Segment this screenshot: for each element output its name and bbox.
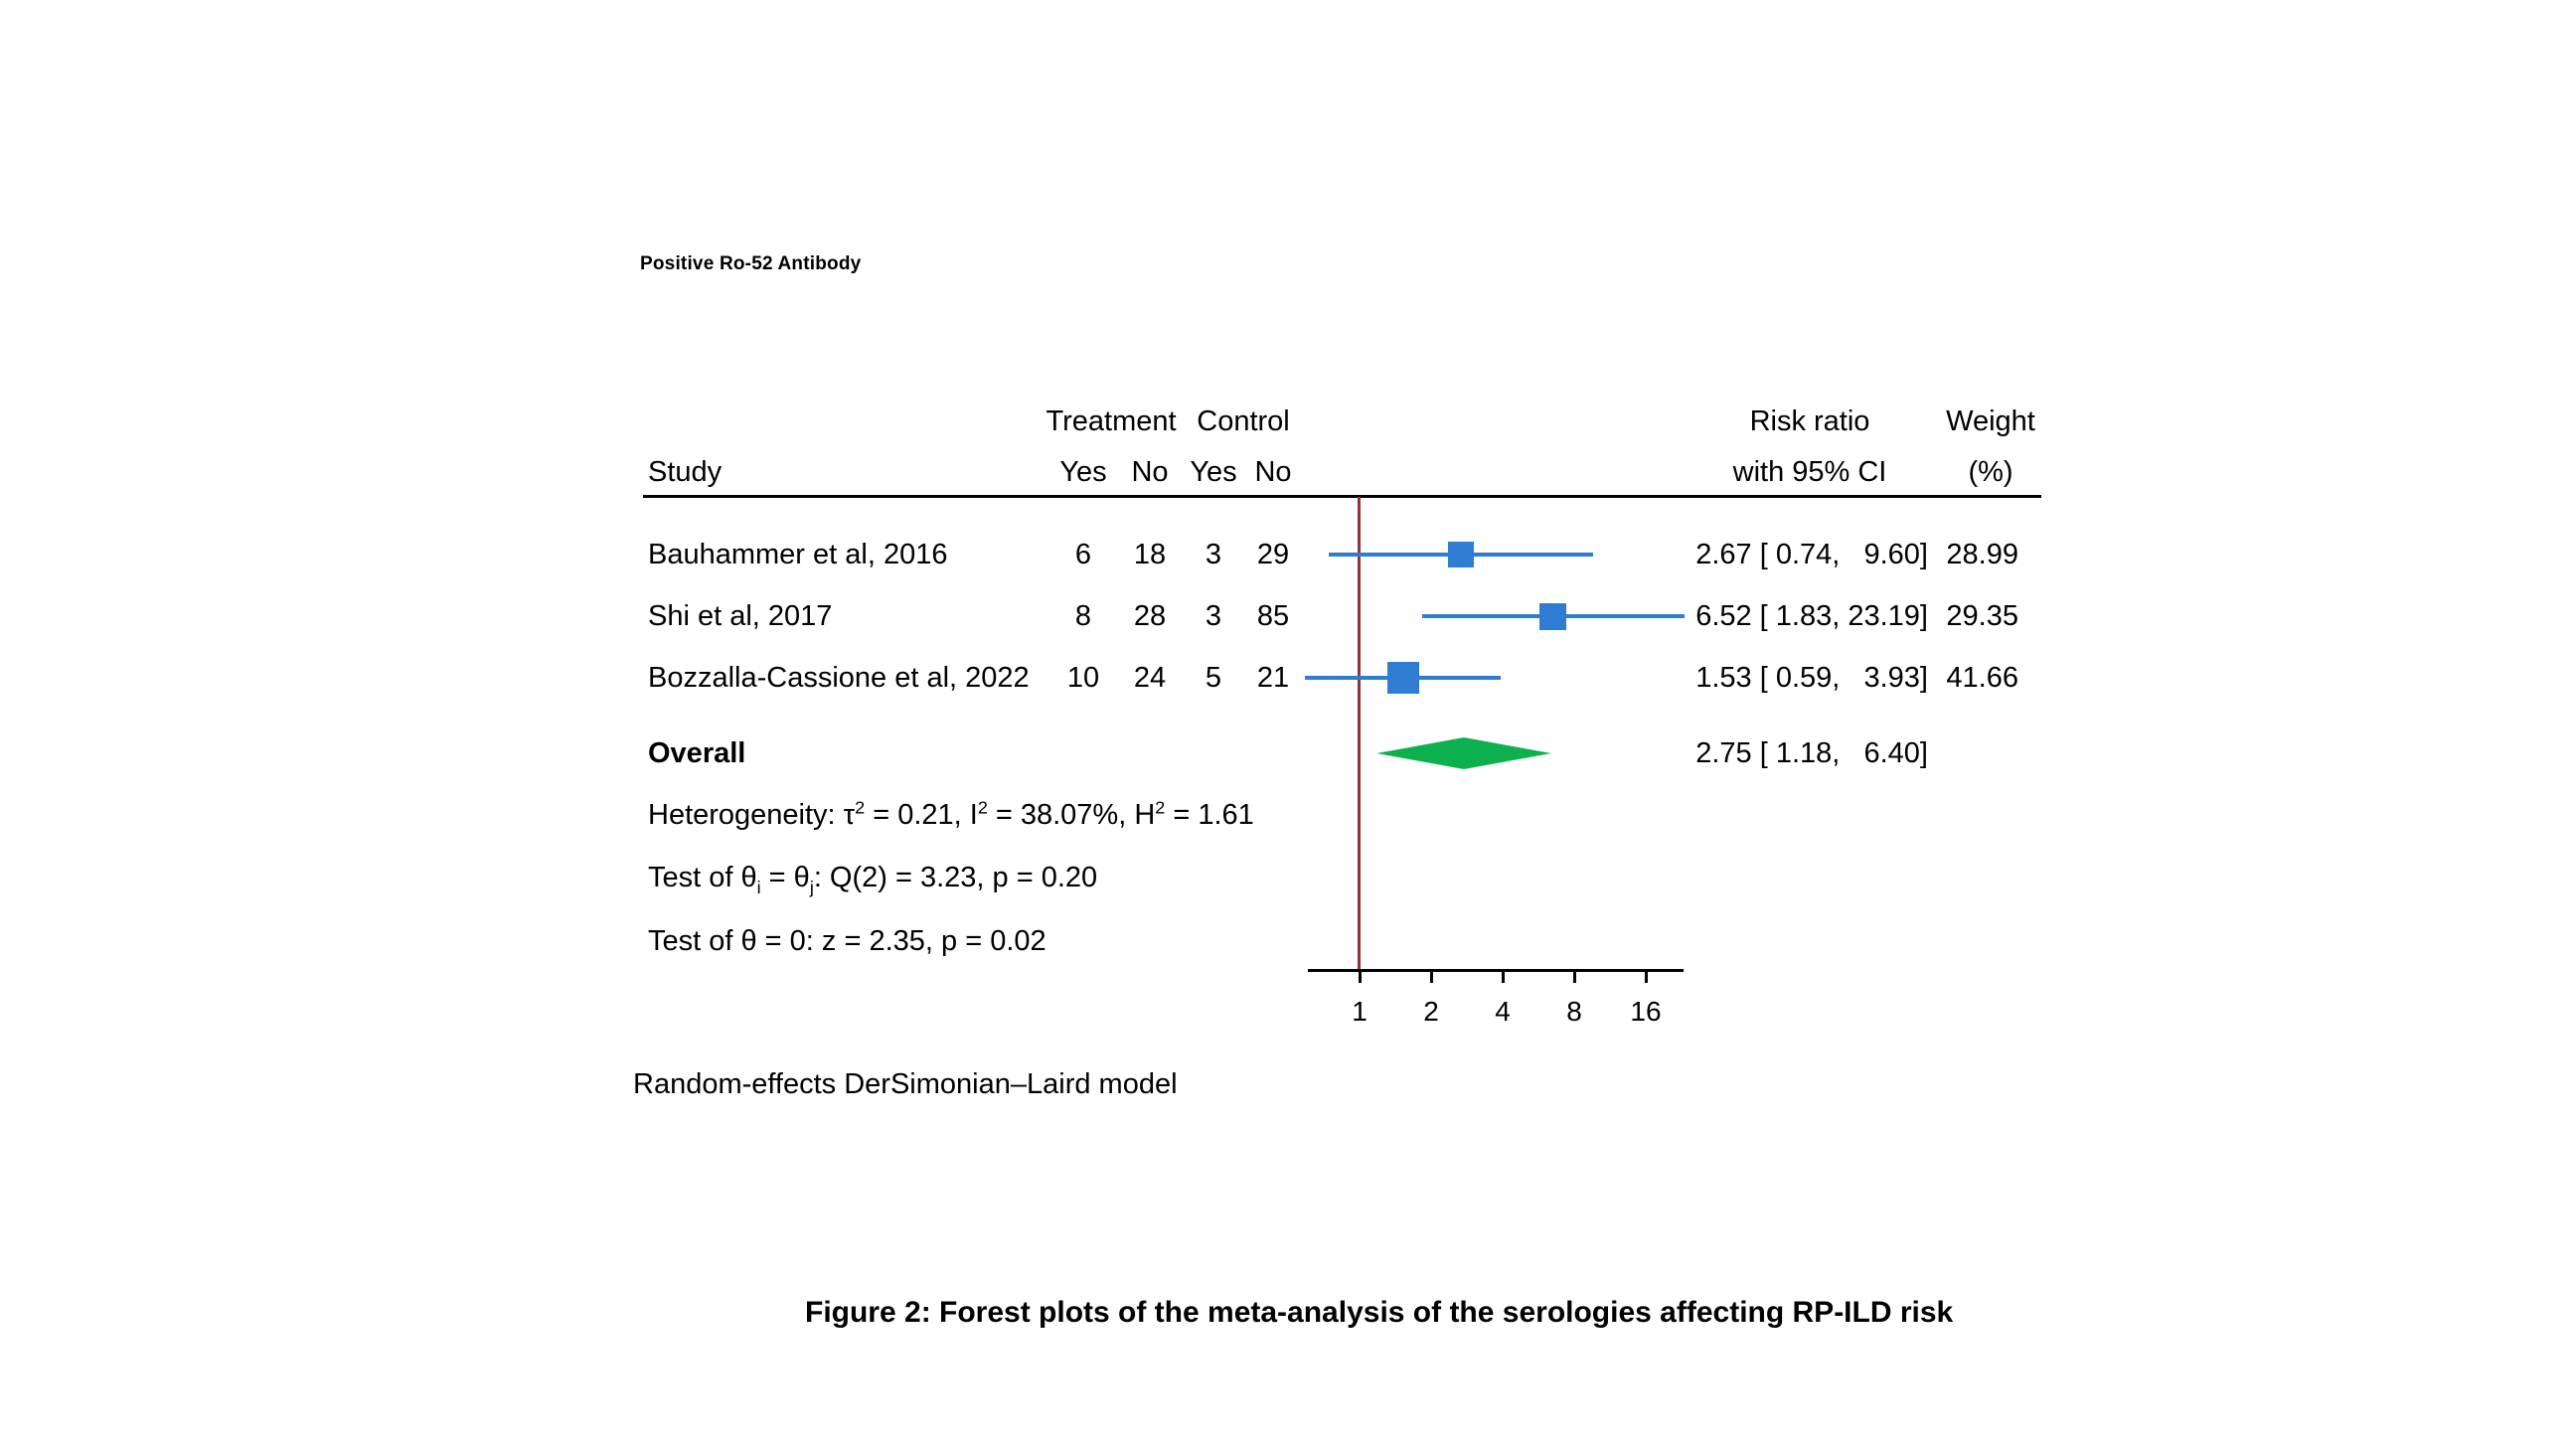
weight-value: 41.66 [1946,662,2018,694]
study-name: Bozzalla-Cassione et al, 2022 [648,662,1030,694]
axis-tick [1572,971,1576,983]
axis-tick [1358,971,1362,983]
study-count: 3 [1205,539,1222,570]
control-no-header: No [1254,456,1292,488]
effect-marker [1387,662,1420,694]
model-note: Random-effects DerSimonian–Laird model [633,1068,1178,1100]
overall-label: Overall [648,737,746,769]
treatment-no-header: No [1131,456,1169,488]
rr-ci-value: 2.67 [ 0.74, 9.60] [1695,539,1928,570]
rr-ci-value: 1.53 [ 0.59, 3.93] [1695,662,1928,694]
study-name: Bauhammer et al, 2016 [648,539,948,570]
study-column-header: Study [648,456,723,488]
study-count: 28 [1133,600,1167,632]
figure-caption: Figure 2: Forest plots of the meta-analy… [805,1296,1954,1329]
axis-tick-label: 4 [1495,996,1511,1027]
study-count: 3 [1205,600,1222,632]
treatment-column-header: Treatment [1046,405,1177,437]
rr-ci-value: 6.52 [ 1.83, 23.19] [1695,600,1928,632]
weight-value: 28.99 [1946,539,2018,570]
axis-tick [1429,971,1433,983]
study-count: 24 [1133,662,1167,694]
study-count: 18 [1133,539,1167,570]
study-name: Shi et al, 2017 [648,600,833,632]
study-count: 10 [1066,662,1100,694]
effect-marker [1539,602,1567,630]
effect-marker [1448,542,1474,567]
axis-tick-label: 1 [1352,996,1368,1027]
stat-line: Test of θ = 0: z = 2.35, p = 0.02 [648,925,1046,957]
study-count: 29 [1256,539,1290,570]
overall-diamond [1376,737,1551,769]
header-divider-line [643,495,2041,498]
study-count: 85 [1256,600,1290,632]
axis-tick-label: 8 [1566,996,1582,1027]
axis-tick [1501,971,1505,983]
risk-ratio-column-header: Risk ratio [1749,405,1870,437]
rr-ci-value: 2.75 [ 1.18, 6.40] [1695,737,1928,769]
axis-tick-label: 2 [1423,996,1439,1027]
treatment-yes-header: Yes [1059,456,1107,488]
study-count: 6 [1074,539,1092,570]
stat-line: Test of θi = θj: Q(2) = 3.23, p = 0.20 [648,862,1098,897]
study-count: 21 [1256,662,1290,694]
study-count: 8 [1074,600,1092,632]
weight-value: 29.35 [1946,600,2018,632]
reference-line [1358,497,1361,971]
chart-title: Positive Ro-52 Antibody [640,253,862,274]
weight-column-header: Weight [1946,405,2035,437]
study-count: 5 [1205,662,1222,694]
ci-column-subheader: with 95% CI [1732,456,1887,488]
stat-line: Heterogeneity: τ2 = 0.21, I2 = 38.07%, H… [648,797,1254,831]
axis-tick-label: 16 [1630,996,1662,1027]
weight-percent-subheader: (%) [1968,456,2013,488]
control-yes-header: Yes [1190,456,1237,488]
x-axis-line [1308,969,1684,972]
control-column-header: Control [1197,405,1290,437]
axis-tick [1644,971,1648,983]
